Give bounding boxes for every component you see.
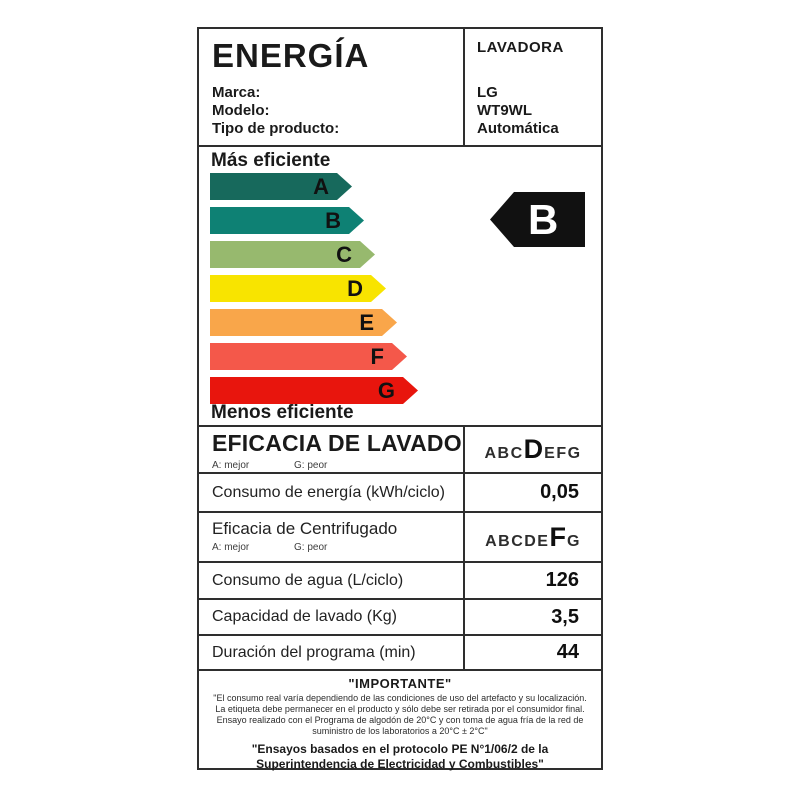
row-title-cell: Capacidad de lavado (Kg): [199, 600, 465, 634]
arrow-letter: D: [347, 276, 363, 301]
footer-notes: "El consumo real varía dependiendo de la…: [199, 693, 601, 737]
scale-bottom-label: Menos eficiente: [211, 402, 354, 423]
arrow-letter: C: [336, 242, 352, 267]
row-eficacia-centrifugado: Eficacia de Centrifugado A: mejor G: peo…: [199, 511, 601, 561]
row-value-cell: ABCDEFG: [465, 427, 601, 472]
grade-after: G: [566, 532, 581, 550]
row-title-cell: EFICACIA DE LAVADO A: mejor G: peor: [199, 427, 465, 472]
energia-title: ENERGÍA: [212, 37, 370, 74]
efficiency-arrow-e: E: [210, 309, 397, 336]
arrow-letter: A: [313, 174, 329, 199]
grade-after: EFG: [544, 445, 582, 462]
field-values: LG WT9WL Automática: [477, 84, 559, 138]
footer-protocol: "Ensayos basados en el protocolo PE N°1/…: [251, 742, 549, 771]
row-title-cell: Duración del programa (min): [199, 636, 465, 669]
row-subnotes: A: mejor G: peor: [212, 542, 463, 553]
efficiency-arrow-b: B: [210, 207, 364, 234]
field-value-modelo: WT9WL: [477, 102, 532, 119]
row-consumo-agua: Consumo de agua (L/ciclo) 126: [199, 561, 601, 598]
grade-scale-lavado: ABCDEFG: [465, 434, 601, 465]
label-footer: "IMPORTANTE" "El consumo real varía depe…: [199, 669, 601, 771]
efficiency-arrow-g: G: [210, 377, 418, 404]
footer-heading: "IMPORTANTE": [348, 676, 452, 691]
field-label-modelo: Modelo:: [212, 102, 270, 119]
subnote-mejor: A: mejor: [212, 542, 250, 553]
header-right-cell: LAVADORA LG WT9WL Automática: [465, 29, 601, 145]
rating-arrow: B: [490, 192, 585, 247]
row-title-cell: Consumo de energía (kWh/ciclo): [199, 474, 465, 511]
field-labels: Marca: Modelo: Tipo de producto:: [212, 84, 339, 138]
footnote-line: "El consumo real varía dependiendo de la…: [213, 693, 587, 703]
row-value-cell: 44: [465, 636, 601, 669]
row-value-cell: 3,5: [465, 600, 601, 634]
row-subnotes: A: mejor G: peor: [212, 460, 463, 471]
subnote-mejor: A: mejor: [212, 460, 250, 471]
row-duracion-programa: Duración del programa (min) 44: [199, 634, 601, 669]
field-label-tipo: Tipo de producto:: [212, 120, 340, 137]
row-value: 0,05: [540, 481, 579, 503]
field-value-tipo: Automática: [477, 120, 559, 137]
row-title: Duración del programa (min): [212, 643, 416, 661]
field-value-marca: LG: [477, 84, 498, 101]
efficiency-arrow-d: D: [210, 275, 386, 302]
row-title: Consumo de agua (L/ciclo): [212, 571, 404, 589]
row-capacidad-lavado: Capacidad de lavado (Kg) 3,5: [199, 598, 601, 634]
subnote-peor: G: peor: [294, 542, 328, 553]
footnote-line: Ensayo realizado con el Programa de algo…: [216, 715, 584, 725]
row-eficacia-lavado: EFICACIA DE LAVADO A: mejor G: peor ABCD…: [199, 425, 601, 472]
header-left-cell: ENERGÍA Marca: Modelo: Tipo de producto:: [199, 29, 465, 145]
energy-label: ENERGÍA Marca: Modelo: Tipo de producto:…: [197, 27, 603, 771]
row-value-cell: ABCDEFG: [465, 513, 601, 561]
row-title-cell: Eficacia de Centrifugado A: mejor G: peo…: [199, 513, 465, 561]
row-value: 126: [545, 569, 579, 591]
row-title: EFICACIA DE LAVADO: [212, 430, 462, 456]
row-value-cell: 0,05: [465, 474, 601, 511]
scale-top-label: Más eficiente: [211, 150, 331, 171]
footnote-line: suministro de los laboratorios a 20°C ± …: [312, 726, 488, 736]
row-title: Consumo de energía (kWh/ciclo): [212, 483, 445, 501]
row-value: 44: [556, 641, 579, 663]
row-title-cell: Consumo de agua (L/ciclo): [199, 563, 465, 598]
grade-before: ABC: [484, 445, 524, 462]
arrow-letter: B: [325, 208, 341, 233]
efficiency-arrow-f: F: [210, 343, 407, 370]
product-category: LAVADORA: [477, 39, 564, 56]
row-value: 3,5: [551, 605, 579, 628]
footnote-line: La etiqueta debe permanecer en el produc…: [215, 704, 585, 714]
arrow-letter: F: [370, 344, 384, 369]
grade-highlight: F: [549, 521, 567, 552]
grade-highlight: D: [523, 434, 545, 464]
subnote-peor: G: peor: [294, 460, 328, 471]
row-title: Capacidad de lavado (Kg): [212, 608, 398, 625]
arrow-letter: G: [377, 378, 395, 403]
grade-scale-centrifugado: ABCDEFG: [465, 522, 601, 553]
row-value-cell: 126: [465, 563, 601, 598]
label-header: ENERGÍA Marca: Modelo: Tipo de producto:…: [199, 29, 601, 145]
field-label-marca: Marca:: [212, 84, 261, 101]
row-title: Eficacia de Centrifugado: [212, 519, 398, 538]
efficiency-arrow-c: C: [210, 241, 375, 268]
arrow-letter: E: [359, 310, 374, 335]
efficiency-arrow-a: A: [210, 173, 352, 200]
rating-letter: B: [528, 196, 559, 243]
row-consumo-energia: Consumo de energía (kWh/ciclo) 0,05: [199, 472, 601, 511]
grade-before: ABCDE: [485, 532, 550, 550]
